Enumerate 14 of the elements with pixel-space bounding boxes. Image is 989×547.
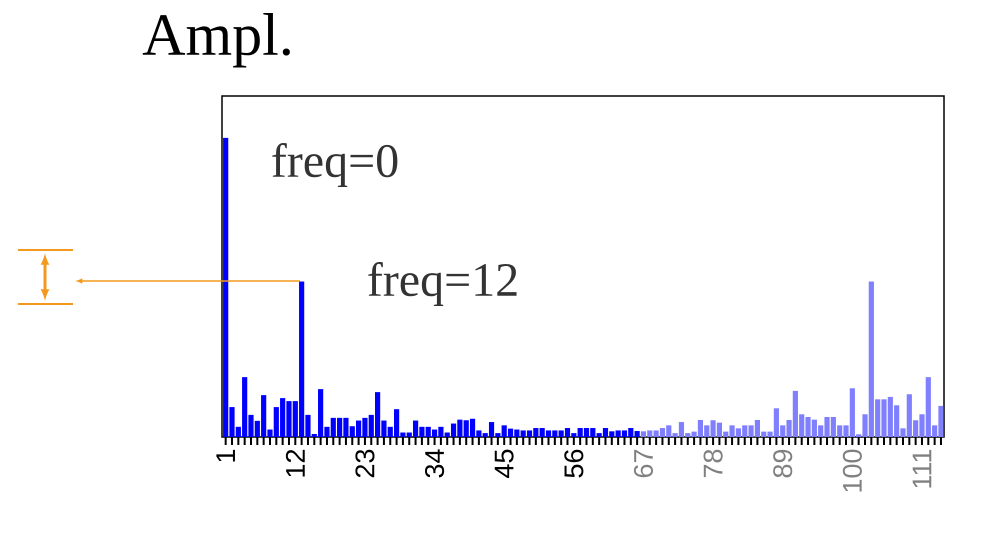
x-tick-label: 78: [704, 450, 723, 478]
x-tick-label: 23: [355, 450, 374, 478]
x-tick-label: 34: [425, 449, 444, 478]
x-tick-label: 67: [634, 450, 654, 478]
x-tick-label: 89: [773, 450, 792, 478]
x-tick-label: 45: [494, 450, 514, 478]
x-tick-label: 111: [912, 450, 932, 488]
y-axis-title: Ampl.: [142, 13, 290, 68]
x-tick-label: 12: [286, 450, 305, 477]
x-tick-label: 1: [216, 450, 235, 462]
annotation: freq=12: [368, 262, 517, 306]
annotation: freq=0: [272, 142, 398, 188]
x-tick-label: 100: [842, 450, 862, 492]
x-tick-label: 56: [564, 450, 584, 478]
